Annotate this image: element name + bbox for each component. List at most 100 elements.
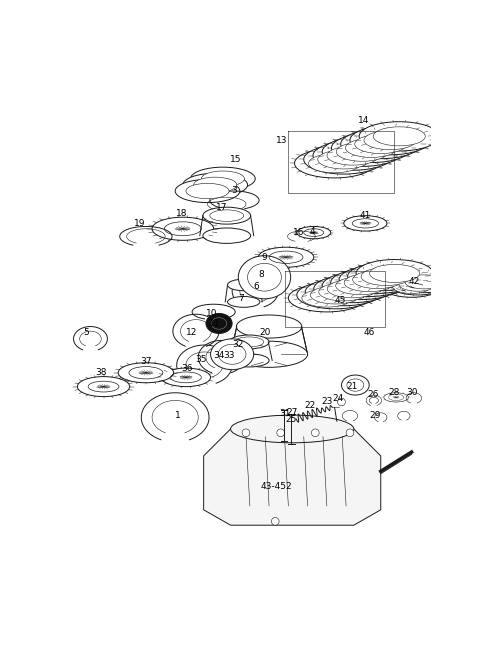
Ellipse shape (203, 228, 251, 244)
Text: 20: 20 (260, 328, 271, 337)
Ellipse shape (193, 177, 237, 193)
Ellipse shape (203, 207, 251, 224)
Ellipse shape (344, 215, 387, 231)
Ellipse shape (297, 281, 374, 309)
Text: 4: 4 (310, 227, 315, 236)
Text: 42: 42 (408, 276, 420, 286)
Ellipse shape (175, 179, 240, 202)
Text: 38: 38 (96, 368, 107, 377)
Ellipse shape (350, 126, 430, 155)
Circle shape (346, 429, 354, 437)
Ellipse shape (310, 286, 360, 304)
Ellipse shape (302, 289, 352, 307)
Text: 14: 14 (358, 117, 370, 126)
Ellipse shape (236, 315, 302, 338)
Circle shape (277, 429, 285, 437)
Ellipse shape (201, 171, 244, 187)
Text: 34: 34 (214, 351, 225, 360)
Text: 18: 18 (176, 209, 188, 218)
Ellipse shape (297, 227, 331, 239)
Text: 21: 21 (347, 382, 358, 391)
Ellipse shape (186, 183, 229, 198)
Ellipse shape (288, 284, 365, 312)
Ellipse shape (191, 167, 255, 190)
Ellipse shape (77, 377, 130, 397)
Circle shape (242, 429, 250, 437)
Text: 35: 35 (195, 355, 207, 364)
Ellipse shape (327, 146, 379, 165)
Ellipse shape (395, 271, 453, 293)
Text: 6: 6 (253, 282, 259, 291)
Ellipse shape (355, 134, 407, 153)
Text: 28: 28 (388, 388, 399, 398)
Text: 11: 11 (209, 319, 221, 328)
Text: 1: 1 (175, 411, 181, 421)
Ellipse shape (341, 130, 421, 159)
Ellipse shape (344, 274, 394, 291)
Text: 23: 23 (321, 398, 333, 407)
Circle shape (312, 429, 319, 437)
Text: 26: 26 (367, 390, 379, 399)
Ellipse shape (229, 354, 269, 367)
Text: 8: 8 (259, 271, 264, 280)
Text: 17: 17 (216, 204, 227, 212)
Ellipse shape (258, 247, 314, 267)
Ellipse shape (373, 127, 425, 146)
Circle shape (337, 398, 345, 406)
Text: 16: 16 (293, 228, 305, 237)
Ellipse shape (218, 345, 246, 364)
Ellipse shape (305, 278, 382, 306)
Text: 7: 7 (238, 293, 243, 303)
Ellipse shape (405, 275, 443, 289)
Text: 10: 10 (205, 309, 217, 318)
Ellipse shape (318, 150, 370, 169)
Ellipse shape (331, 269, 408, 297)
Ellipse shape (384, 393, 408, 402)
Text: 24: 24 (332, 394, 343, 403)
Text: 15: 15 (229, 155, 241, 164)
Text: 22: 22 (304, 402, 315, 410)
Ellipse shape (399, 277, 437, 291)
Ellipse shape (322, 272, 399, 299)
Ellipse shape (234, 337, 264, 347)
Circle shape (271, 517, 279, 525)
Text: 41: 41 (360, 211, 371, 220)
Ellipse shape (295, 149, 374, 178)
Ellipse shape (336, 276, 386, 295)
Text: 31: 31 (279, 409, 291, 418)
Ellipse shape (393, 280, 431, 293)
Text: 33: 33 (223, 351, 235, 360)
Ellipse shape (327, 280, 377, 298)
Ellipse shape (348, 263, 425, 290)
Text: 5: 5 (84, 328, 89, 337)
Ellipse shape (353, 271, 403, 289)
Ellipse shape (359, 122, 439, 151)
Ellipse shape (211, 318, 227, 329)
Ellipse shape (332, 133, 411, 162)
Ellipse shape (364, 131, 416, 150)
Ellipse shape (388, 273, 447, 295)
Text: 29: 29 (370, 411, 381, 421)
Ellipse shape (230, 415, 354, 443)
Text: 30: 30 (407, 388, 418, 398)
Polygon shape (204, 429, 381, 525)
Ellipse shape (314, 275, 391, 303)
Text: 12: 12 (186, 328, 198, 337)
Ellipse shape (238, 255, 291, 299)
Ellipse shape (230, 341, 308, 367)
Text: 46: 46 (363, 328, 375, 337)
Ellipse shape (346, 138, 397, 157)
Ellipse shape (211, 339, 254, 369)
Ellipse shape (382, 276, 441, 297)
Ellipse shape (228, 279, 260, 291)
Text: 3: 3 (231, 186, 237, 195)
Ellipse shape (313, 141, 393, 170)
Text: 36: 36 (181, 364, 192, 373)
Text: 27: 27 (287, 407, 298, 417)
Ellipse shape (118, 363, 174, 383)
Ellipse shape (206, 314, 232, 333)
Text: 13: 13 (276, 136, 287, 145)
Ellipse shape (319, 283, 369, 301)
Polygon shape (230, 327, 308, 354)
Ellipse shape (370, 265, 420, 282)
